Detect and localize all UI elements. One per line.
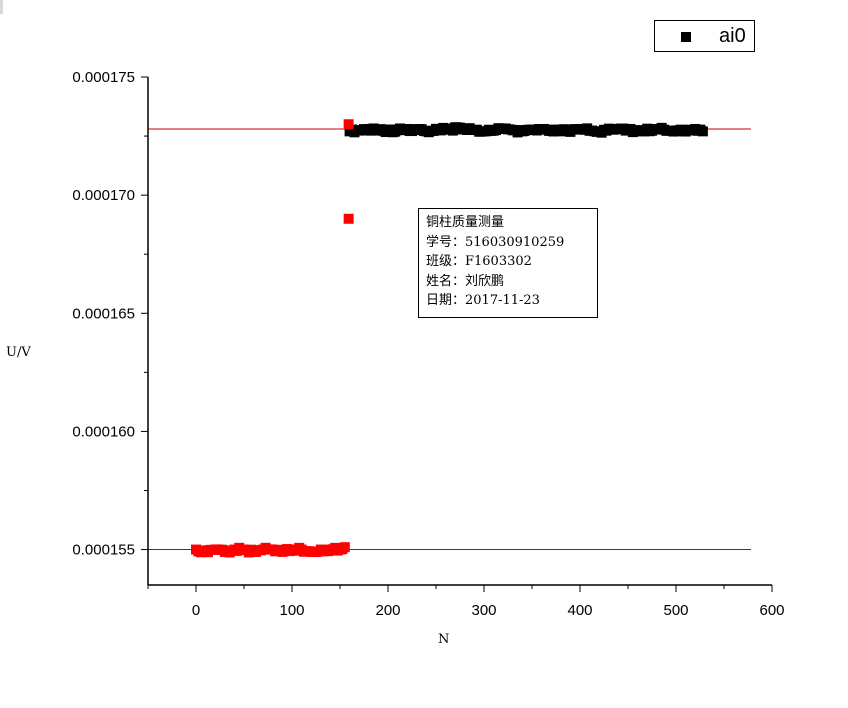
y-tick-label: 0.000155	[72, 542, 135, 559]
axes	[147, 77, 772, 586]
y-tick-label: 0.000165	[72, 305, 135, 322]
data-point-red-series	[343, 119, 354, 130]
ticks: 0 100 200 300 400 500 600 0.000155 0.000160 0.000…	[72, 69, 784, 619]
data-point-red-series	[339, 542, 350, 553]
y-tick-label: 0.000175	[72, 69, 135, 86]
data-point-red-series	[343, 213, 354, 224]
x-tick-label: 100	[279, 602, 304, 619]
legend-swatch-ai0	[681, 32, 691, 42]
y-tick-label: 0.000160	[72, 423, 135, 440]
annotation-class: 班级：F1603302	[426, 254, 532, 269]
x-axis-label: N	[438, 632, 449, 647]
x-tick-label: 300	[471, 602, 496, 619]
data-points	[191, 119, 708, 558]
y-axis-label: U/V	[6, 345, 31, 360]
x-tick-label: 500	[663, 602, 688, 619]
annotation-student-id: 学号：516030910259	[426, 234, 565, 250]
legend-label: ai0	[719, 25, 746, 47]
annotation-title: 铜柱质量测量	[426, 215, 505, 230]
x-tick-label: 200	[375, 602, 400, 619]
legend: ai0	[654, 20, 755, 52]
x-tick-label: 400	[567, 602, 592, 619]
x-tick-label: 600	[759, 602, 784, 619]
annotation-name: 姓名：刘欣鹏	[426, 273, 505, 289]
y-tick-label: 0.000170	[72, 187, 135, 204]
reference-lines	[148, 128, 751, 551]
x-tick-label: 0	[192, 602, 200, 619]
info-annotation-box: 铜柱质量测量 学号：516030910259 班级：F1603302 姓名：刘欣…	[418, 208, 598, 318]
annotation-date: 日期：2017-11-23	[426, 293, 540, 308]
data-point-ai0	[697, 126, 708, 137]
corner-mark	[0, 0, 3, 14]
